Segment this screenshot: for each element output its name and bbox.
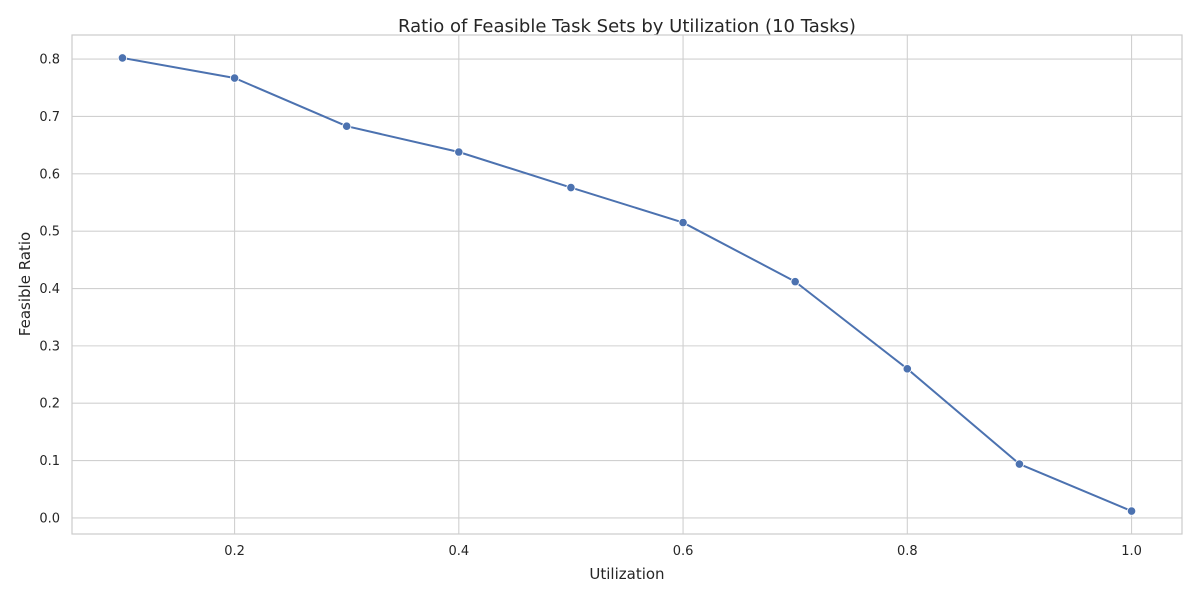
x-axis-label: Utilization [589, 565, 664, 583]
data-point [1126, 506, 1137, 516]
data-point [342, 121, 352, 131]
x-tick-label: 0.2 [224, 544, 245, 559]
data-point [902, 364, 912, 374]
y-tick-label: 0.3 [39, 339, 60, 354]
y-tick-label: 0.6 [39, 167, 60, 182]
y-tick-label: 0.1 [39, 454, 60, 469]
x-tick-label: 0.6 [673, 544, 694, 559]
data-point [117, 53, 128, 63]
data-point [1014, 459, 1025, 469]
data-point [229, 73, 240, 83]
data-point [566, 182, 576, 193]
x-tick-label: 1.0 [1121, 544, 1142, 559]
data-point [678, 217, 688, 228]
series [117, 53, 1137, 516]
plot-frame [71, 34, 1183, 535]
y-tick-label: 0.2 [39, 397, 60, 412]
y-tick-label: 0.0 [39, 511, 60, 526]
y-tick-label: 0.7 [39, 110, 60, 125]
x-tick-label: 0.4 [448, 544, 469, 559]
y-tick-label: 0.4 [39, 282, 60, 297]
grid [72, 35, 1182, 534]
data-point [454, 147, 464, 157]
chart-title: Ratio of Feasible Task Sets by Utilizati… [398, 16, 856, 37]
y-axis-label: Feasible Ratio [16, 232, 34, 336]
x-tick-label: 0.8 [897, 544, 918, 559]
y-tick-label: 0.5 [39, 225, 60, 240]
y-tick-label: 0.8 [39, 53, 60, 68]
tick-labels: 0.2 0.4 0.6 0.8 1.0 0.0 0.1 0.2 0.3 0.4 0.5 0.6 0.7 0… [39, 53, 1142, 559]
series-line [121, 56, 1133, 513]
data-point [790, 277, 800, 287]
